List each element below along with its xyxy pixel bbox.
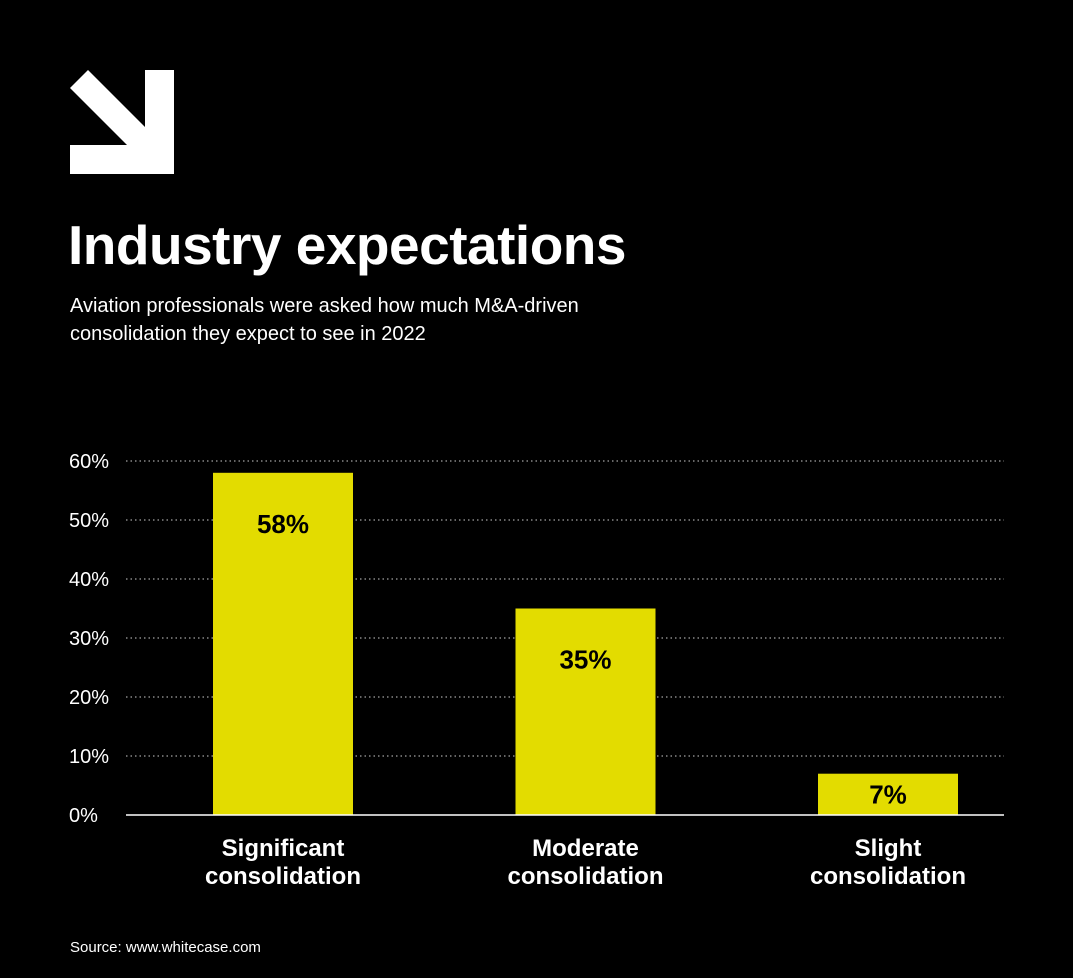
y-tick-label: 10% — [69, 746, 109, 768]
category-label: Significant — [222, 835, 345, 862]
category-labels: SignificantconsolidationModerateconsolid… — [205, 835, 966, 890]
y-tick-label: 20% — [69, 687, 109, 709]
category-label: Slight — [855, 835, 922, 862]
y-tick-label: 30% — [69, 628, 109, 650]
bar-value-label: 35% — [559, 645, 611, 675]
arrow-down-right-icon — [70, 70, 174, 174]
bar — [818, 773, 958, 815]
category-label: consolidation — [508, 863, 664, 890]
bars — [213, 472, 958, 815]
bar-value-label: 7% — [869, 779, 907, 809]
page-subtitle: Aviation professionals were asked how mu… — [70, 295, 579, 345]
category-label: consolidation — [205, 863, 361, 890]
source-note: Source: www.whitecase.com — [70, 939, 261, 956]
bar — [213, 472, 353, 815]
y-tick-label: 60% — [69, 451, 109, 473]
y-tick-label: 50% — [69, 510, 109, 532]
bar — [515, 608, 656, 815]
category-label: Moderate — [532, 835, 639, 862]
category-label: consolidation — [810, 863, 966, 890]
y-tick-label: 40% — [69, 569, 109, 591]
y-tick-label: 0% — [69, 805, 98, 827]
bar-value-label: 58% — [257, 509, 309, 539]
value-labels: 58% 35% 7% — [257, 509, 907, 810]
page-title: Industry expectations — [68, 214, 626, 276]
y-axis-ticks: 0% 10% 20% 30% 40% 50% 60% — [69, 451, 109, 827]
